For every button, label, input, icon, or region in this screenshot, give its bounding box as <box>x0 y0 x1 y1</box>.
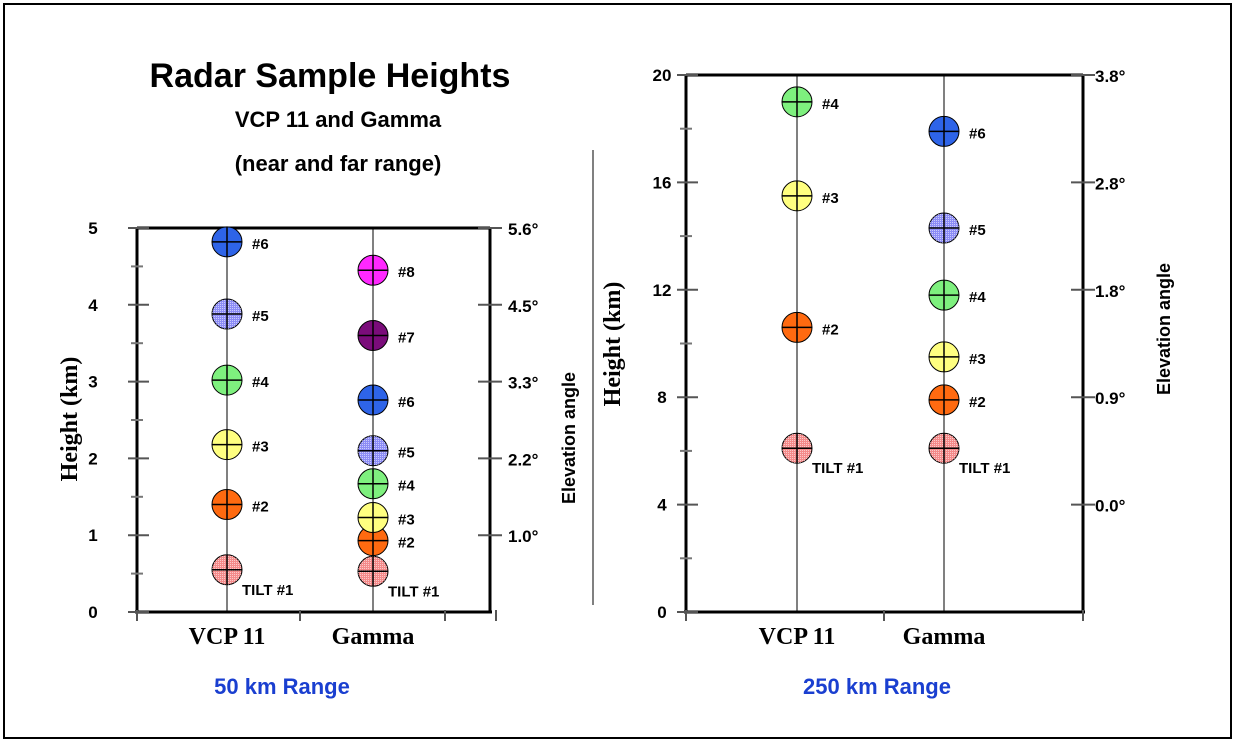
data-point-vcp11-tilt-3: #3 <box>781 180 839 212</box>
data-point-label: #2 <box>969 394 986 411</box>
elevation-tick-label: 0.9° <box>1095 389 1126 408</box>
y-tick-label: 2 <box>88 449 97 468</box>
panel-50km: 0 1 2 3 4 5 1.0° 2.2° 3.3° 4.5° 5.6° VCP 11 Gamma Hei… <box>57 219 579 699</box>
range-label: 250 km Range <box>803 674 951 699</box>
y-axis-title: Height (km) <box>57 357 83 482</box>
data-point-vcp11-tilt-6: #6 <box>211 226 269 258</box>
category-label: Gamma <box>903 624 986 650</box>
data-point-gamma-tilt-3: #3 <box>357 502 415 534</box>
data-point-gamma-tilt-7: #7 <box>357 320 415 352</box>
y-tick-label: 0 <box>657 603 666 622</box>
data-point-label: #6 <box>398 394 415 411</box>
y-tick-label: 0 <box>88 603 97 622</box>
data-point-label: #4 <box>252 374 269 391</box>
data-point-label: TILT #1 <box>959 460 1010 477</box>
data-point-label: #5 <box>969 222 986 239</box>
data-point-vcp11-tilt-2: #2 <box>781 311 839 343</box>
data-point-gamma-tilt-4: #4 <box>357 468 415 500</box>
data-point-vcp11-tilt-1: TILT #1 <box>211 554 293 599</box>
right-axis-title: Elevation angle <box>559 372 579 504</box>
y-tick-label: 4 <box>657 496 667 515</box>
elevation-tick-label: 2.8° <box>1095 174 1126 193</box>
elevation-tick-label: 3.3° <box>508 374 539 393</box>
data-point-vcp11-tilt-1: TILT #1 <box>781 432 863 477</box>
y-tick-label: 20 <box>653 66 672 85</box>
data-point-label: #4 <box>822 96 839 113</box>
data-point-gamma-tilt-6: #6 <box>928 115 986 147</box>
data-point-label: #4 <box>398 478 415 495</box>
data-point-label: #3 <box>822 190 839 207</box>
data-point-vcp11-tilt-2: #2 <box>211 488 269 520</box>
data-point-label: #3 <box>398 512 415 529</box>
data-point-label: #3 <box>969 351 986 368</box>
data-point-label: TILT #1 <box>812 460 863 477</box>
category-label: Gamma <box>332 624 415 650</box>
y-tick-label: 1 <box>88 526 97 545</box>
data-point-label: #7 <box>398 330 415 347</box>
data-point-label: #5 <box>252 308 269 325</box>
y-tick-label: 12 <box>653 281 672 300</box>
data-point-vcp11-tilt-4: #4 <box>211 364 269 396</box>
data-point-label: #2 <box>252 498 269 515</box>
y-axis-title: Height (km) <box>600 282 626 407</box>
data-point-label: #2 <box>822 321 839 338</box>
data-point-gamma-tilt-4: #4 <box>928 279 986 311</box>
chart-subtitle-line1: VCP 11 and Gamma <box>235 107 442 132</box>
elevation-tick-label: 4.5° <box>508 297 539 316</box>
data-point-label: #4 <box>969 289 986 306</box>
category-label: VCP 11 <box>189 624 266 650</box>
data-point-gamma-tilt-5: #5 <box>357 435 415 467</box>
data-point-label: #6 <box>969 125 986 142</box>
data-point-label: TILT #1 <box>388 583 439 600</box>
data-point-label: TILT #1 <box>242 582 293 599</box>
data-point-gamma-tilt-2: #2 <box>928 384 986 416</box>
data-point-vcp11-tilt-5: #5 <box>211 298 269 330</box>
elevation-tick-label: 1.8° <box>1095 282 1126 301</box>
category-label: VCP 11 <box>759 624 836 650</box>
data-point-gamma-tilt-8: #8 <box>357 254 415 286</box>
y-tick-label: 4 <box>88 296 98 315</box>
data-point-gamma-tilt-6: #6 <box>357 384 415 416</box>
range-label: 50 km Range <box>214 674 350 699</box>
data-point-label: #3 <box>252 439 269 456</box>
data-point-gamma-tilt-1: TILT #1 <box>357 555 439 600</box>
data-point-gamma-tilt-5: #5 <box>928 212 986 244</box>
elevation-tick-label: 0.0° <box>1095 497 1126 516</box>
y-tick-label: 5 <box>88 219 97 238</box>
panel-250km: 0 4 8 12 16 20 0.0° 0.9° 1.8° 2.8° 3.8° VCP 11 Gamma… <box>600 66 1174 699</box>
figure-frame <box>3 3 1232 739</box>
right-axis-title: Elevation angle <box>1154 263 1174 395</box>
data-point-label: #2 <box>398 535 415 552</box>
elevation-tick-label: 2.2° <box>508 450 539 469</box>
data-point-gamma-tilt-1: TILT #1 <box>928 432 1010 477</box>
data-point-label: #8 <box>398 264 415 281</box>
elevation-tick-label: 5.6° <box>508 220 539 239</box>
data-point-gamma-tilt-2: #2 <box>357 525 415 557</box>
elevation-tick-label: 1.0° <box>508 527 539 546</box>
y-tick-label: 3 <box>88 373 97 392</box>
y-tick-label: 8 <box>657 388 666 407</box>
data-point-vcp11-tilt-3: #3 <box>211 429 269 461</box>
data-point-vcp11-tilt-4: #4 <box>781 86 839 118</box>
y-tick-label: 16 <box>653 173 672 192</box>
data-point-gamma-tilt-3: #3 <box>928 341 986 373</box>
data-point-label: #5 <box>398 445 415 462</box>
chart-subtitle-line2: (near and far range) <box>235 151 442 176</box>
elevation-tick-label: 3.8° <box>1095 67 1126 86</box>
data-point-label: #6 <box>252 236 269 253</box>
chart-title: Radar Sample Heights <box>150 57 511 95</box>
